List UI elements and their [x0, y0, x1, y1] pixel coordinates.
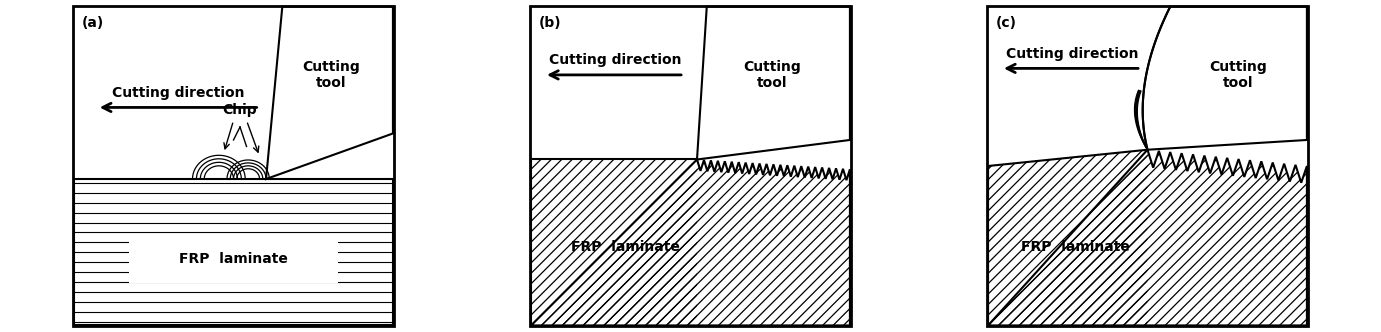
Text: FRP  laminate: FRP laminate	[180, 252, 289, 266]
Text: (a): (a)	[83, 16, 105, 30]
Text: Cutting
tool: Cutting tool	[743, 60, 801, 90]
Text: (c): (c)	[996, 16, 1018, 30]
Text: Cutting direction: Cutting direction	[1007, 47, 1139, 61]
Polygon shape	[532, 159, 849, 325]
Polygon shape	[987, 150, 1148, 325]
Text: Cutting direction: Cutting direction	[112, 86, 244, 100]
Text: Chip: Chip	[222, 103, 257, 117]
Polygon shape	[697, 7, 849, 159]
Bar	[75, 179, 394, 325]
Polygon shape	[532, 159, 697, 325]
Text: FRP  laminate: FRP laminate	[570, 240, 679, 254]
Polygon shape	[267, 7, 394, 179]
Polygon shape	[1142, 7, 1306, 150]
Bar	[130, 234, 337, 283]
Polygon shape	[987, 150, 1306, 325]
Text: FRP  laminate: FRP laminate	[1022, 240, 1130, 254]
Text: Cutting
tool: Cutting tool	[1210, 60, 1268, 90]
Text: (b): (b)	[539, 16, 562, 30]
Text: Cutting direction: Cutting direction	[550, 53, 682, 67]
Text: Cutting
tool: Cutting tool	[302, 60, 360, 90]
